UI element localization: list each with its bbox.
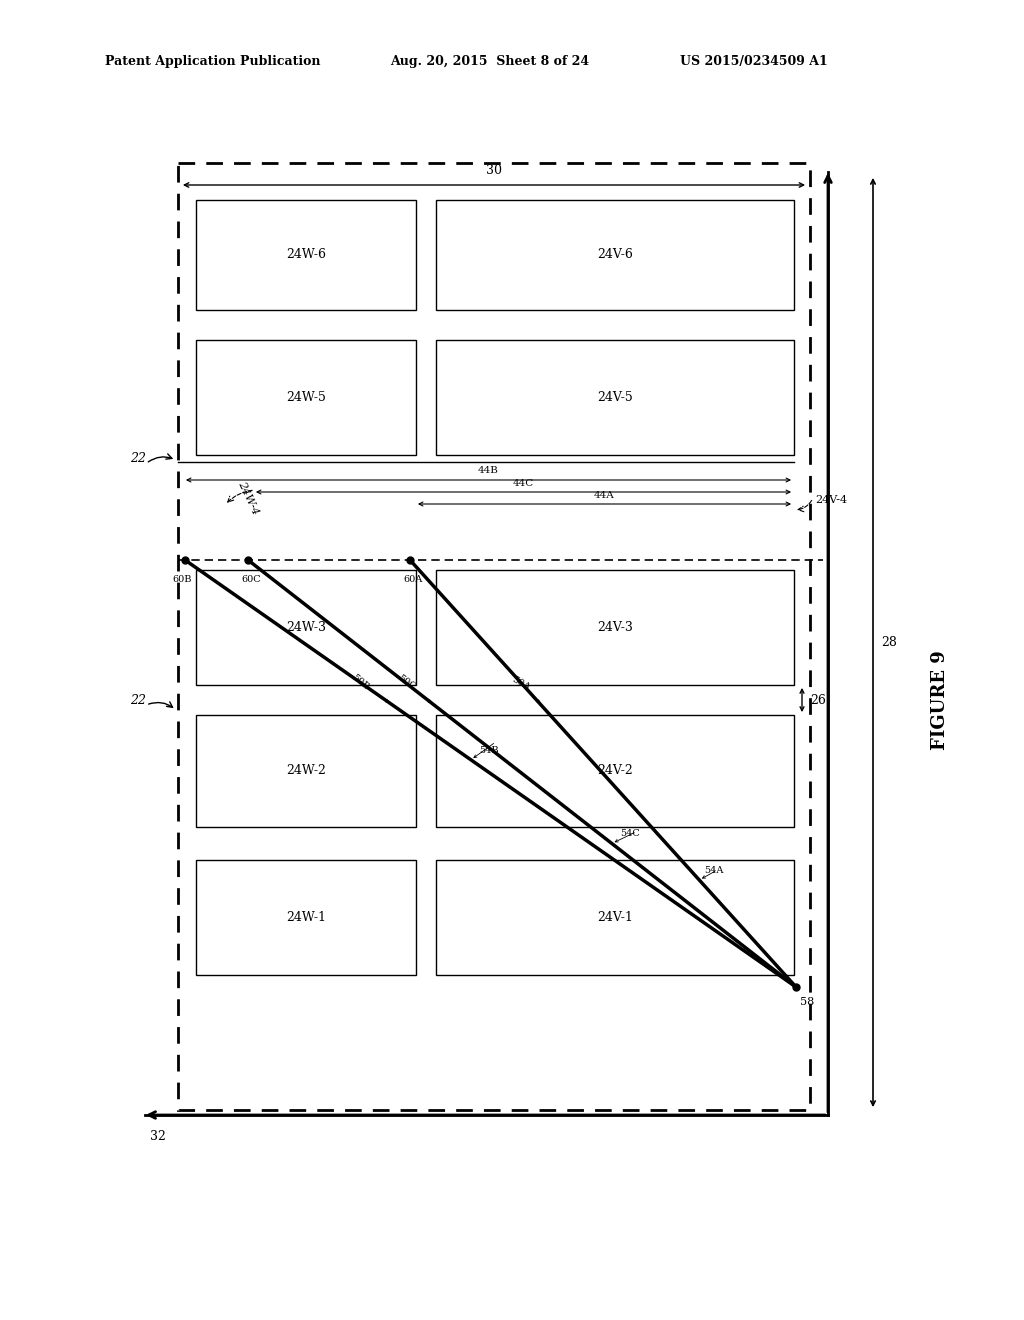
Text: US 2015/0234509 A1: US 2015/0234509 A1 [680, 55, 827, 69]
Text: 54B: 54B [479, 746, 499, 755]
Text: 26: 26 [810, 693, 826, 706]
Text: 24V-6: 24V-6 [597, 248, 633, 261]
Text: 24W-4: 24W-4 [236, 479, 260, 516]
Text: 54C: 54C [620, 829, 640, 838]
Text: FIGURE 9: FIGURE 9 [931, 651, 949, 750]
Text: 60A: 60A [403, 576, 423, 583]
Bar [196, 341, 416, 455]
Bar [196, 201, 416, 310]
Bar [436, 201, 794, 310]
Text: 24W-6: 24W-6 [286, 248, 326, 261]
Text: 44A: 44A [594, 491, 614, 500]
Text: 58: 58 [800, 997, 814, 1007]
Text: 24V-4: 24V-4 [815, 495, 847, 506]
Text: 60C: 60C [242, 576, 261, 583]
Text: 60B: 60B [172, 576, 191, 583]
Bar [436, 715, 794, 828]
Text: 50C: 50C [396, 673, 418, 692]
Text: 50B: 50B [349, 673, 371, 692]
Text: 44C: 44C [513, 479, 535, 488]
Text: Patent Application Publication: Patent Application Publication [105, 55, 321, 69]
Text: 24V-5: 24V-5 [597, 391, 633, 404]
Text: 24W-1: 24W-1 [286, 911, 326, 924]
Text: 24W-3: 24W-3 [286, 620, 326, 634]
Text: 28: 28 [881, 636, 897, 649]
Text: Aug. 20, 2015  Sheet 8 of 24: Aug. 20, 2015 Sheet 8 of 24 [390, 55, 589, 69]
Text: 24V-1: 24V-1 [597, 911, 633, 924]
Bar [436, 341, 794, 455]
Text: 54A: 54A [705, 866, 724, 875]
Text: 44B: 44B [478, 466, 499, 475]
Text: 24W-2: 24W-2 [286, 764, 326, 777]
Text: 50A: 50A [510, 675, 531, 692]
Text: 30: 30 [486, 164, 502, 177]
Bar [196, 570, 416, 685]
Bar [196, 861, 416, 975]
Text: 24V-3: 24V-3 [597, 620, 633, 634]
Text: 24W-5: 24W-5 [286, 391, 326, 404]
Text: 32: 32 [151, 1130, 166, 1143]
Text: 24V-2: 24V-2 [597, 764, 633, 777]
Bar [436, 861, 794, 975]
Text: 22: 22 [130, 693, 146, 706]
Bar [196, 715, 416, 828]
Text: 22: 22 [130, 451, 146, 465]
Bar [436, 570, 794, 685]
